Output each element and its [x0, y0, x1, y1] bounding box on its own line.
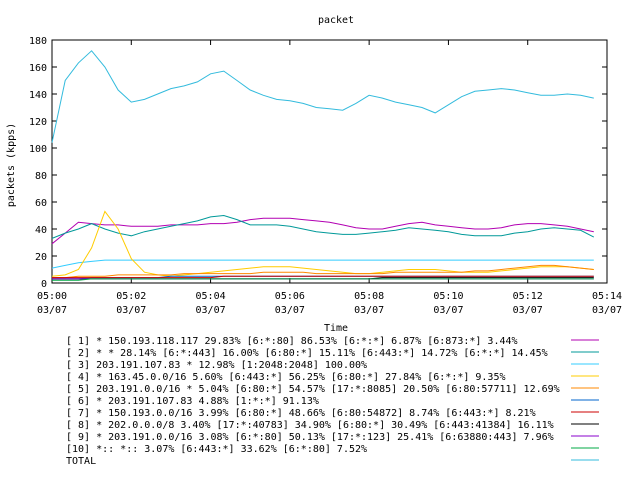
legend-label: [ 1] * 150.193.118.117 29.83% [6:*:80] 8…	[66, 336, 518, 347]
series-line-5	[52, 264, 594, 279]
series-line-7	[52, 275, 594, 279]
legend-label: [ 8] * 202.0.0.0/8 3.40% [17:*:40783] 34…	[66, 420, 554, 431]
y-axis: 0 20 40 60 80 100 120 140 160 180	[29, 36, 607, 290]
x-tick-label-date: 03/07	[196, 305, 226, 316]
legend-label: [ 4] * 163.45.0.0/16 5.60% [6:443:*] 56.…	[66, 372, 506, 383]
x-tick-label-time: 05:02	[116, 291, 146, 302]
legend-label: [ 6] * 203.191.107.83 4.88% [1:*:*] 91.1…	[66, 396, 319, 407]
x-tick-label-date: 03/07	[433, 305, 463, 316]
y-tick-label: 120	[29, 117, 47, 128]
series-line-4	[51, 210, 594, 277]
legend: [ 1] * 150.193.118.117 29.83% [6:*:80] 8…	[66, 336, 599, 467]
y-tick-label: 140	[29, 90, 47, 101]
y-tick-label: 160	[29, 63, 47, 74]
y-tick-label: 80	[35, 171, 47, 182]
chart-title: packet	[318, 15, 354, 26]
x-tick-label-date: 03/07	[116, 305, 146, 316]
x-tick-label-date: 03/07	[37, 305, 67, 316]
x-tick-label-time: 05:04	[196, 291, 226, 302]
x-tick-label-date: 03/07	[275, 305, 305, 316]
series-line-11	[51, 50, 594, 143]
legend-label: [ 2] * * 28.14% [6:*:443] 16.00% [6:80:*…	[66, 348, 548, 359]
x-tick-label-time: 05:08	[354, 291, 384, 302]
legend-label: [ 7] * 150.193.0.0/16 3.99% [6:80:*] 48.…	[66, 408, 536, 419]
x-axis-label: Time	[324, 323, 348, 334]
y-tick-label: 40	[35, 225, 47, 236]
series-line-10	[52, 278, 594, 281]
legend-label: [10] *:: *:: 3.07% [6:443:*] 33.62% [6:*…	[66, 444, 367, 455]
x-tick-label-date: 03/07	[592, 305, 622, 316]
y-tick-label: 60	[35, 198, 47, 209]
x-tick-label-time: 05:14	[592, 291, 622, 302]
x-axis: 05:00 03/07 05:02 03/07 05:04 03/07 05:06 03/07…	[37, 40, 622, 316]
legend-label: [ 3] 203.191.107.83 * 12.98% [1:2048:204…	[66, 360, 367, 371]
legend-label: [ 5] 203.191.0.0/16 * 5.04% [6:80:*] 54.…	[66, 384, 560, 395]
y-tick-label: 20	[35, 252, 47, 263]
x-tick-label-date: 03/07	[513, 305, 543, 316]
x-tick-label-time: 05:00	[37, 291, 67, 302]
series-line-3	[51, 259, 594, 269]
plot-frame	[51, 39, 608, 284]
x-tick-label-time: 05:06	[275, 291, 305, 302]
y-tick-label: 100	[29, 144, 47, 155]
series-line-1	[51, 217, 594, 245]
y-tick-label: 180	[29, 36, 47, 47]
x-tick-label-time: 05:12	[513, 291, 543, 302]
y-tick-label: 0	[41, 279, 47, 290]
legend-label: [ 9] * 203.191.0.0/16 3.08% [6:*:80] 50.…	[66, 432, 554, 443]
legend-label: TOTAL	[66, 456, 96, 467]
y-axis-label: packets (kpps)	[6, 123, 17, 207]
series-line-2	[51, 214, 595, 239]
series-lines	[51, 50, 595, 281]
x-tick-label-time: 05:10	[433, 291, 463, 302]
x-tick-label-date: 03/07	[354, 305, 384, 316]
